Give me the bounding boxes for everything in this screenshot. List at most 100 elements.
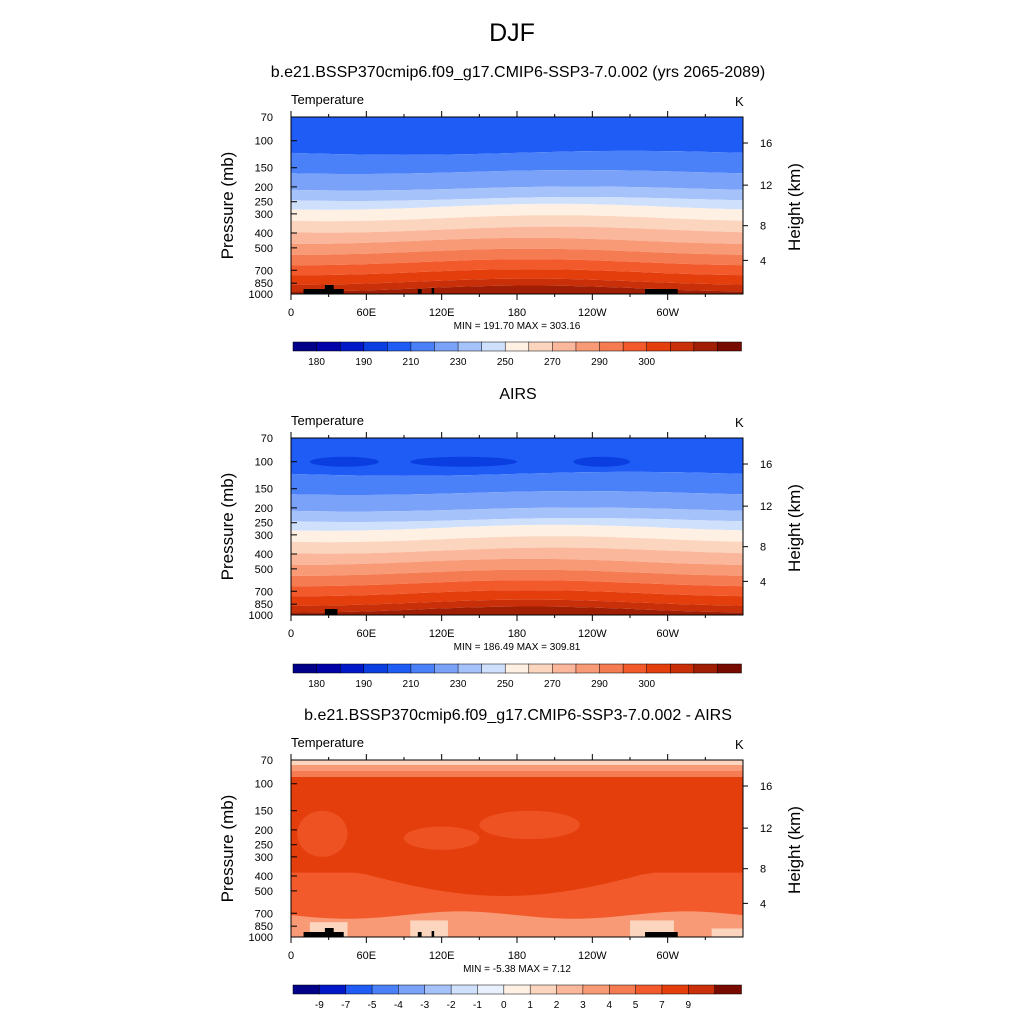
colorbar-swatch bbox=[316, 663, 341, 674]
pressure-tick-label: 100 bbox=[255, 457, 273, 469]
temperature-band bbox=[291, 507, 743, 522]
temperature-band bbox=[291, 547, 743, 565]
colorbar-swatch bbox=[457, 663, 483, 674]
lon-tick-label: 60W bbox=[656, 307, 679, 319]
colorbar-swatch bbox=[292, 984, 321, 995]
temperature-band bbox=[291, 203, 743, 222]
pressure-tick-label: 700 bbox=[255, 908, 273, 920]
colorbar-label: 230 bbox=[450, 679, 467, 690]
colorbar-label: -9 bbox=[315, 1000, 324, 1011]
colorbar-swatch bbox=[622, 341, 648, 352]
colorbar-swatch bbox=[504, 663, 530, 674]
colorbar-swatch bbox=[363, 341, 389, 352]
colorbar-label: 270 bbox=[544, 679, 561, 690]
pressure-tick-label: 150 bbox=[255, 484, 273, 496]
colorbar-label: 300 bbox=[638, 357, 655, 368]
panel-3-field bbox=[291, 760, 743, 937]
colorbar-label: -5 bbox=[368, 1000, 377, 1011]
colorbar-swatch bbox=[481, 663, 506, 674]
temperature-band bbox=[291, 536, 743, 554]
variable-label: Temperature bbox=[291, 413, 364, 428]
pressure-tick-label: 300 bbox=[255, 530, 273, 542]
min-max-stats: MIN = 186.49 MAX = 309.81 bbox=[454, 642, 581, 653]
colorbar-label: 9 bbox=[686, 1000, 692, 1011]
lon-tick-label: 0 bbox=[288, 307, 294, 319]
colorbar-swatch bbox=[387, 341, 412, 352]
pressure-tick-label: 100 bbox=[255, 136, 273, 148]
colorbar-swatch bbox=[552, 341, 577, 352]
temperature-band bbox=[291, 580, 743, 597]
temperature-band bbox=[291, 226, 743, 244]
colorbar-swatch bbox=[504, 341, 530, 352]
colorbar-swatch bbox=[575, 663, 601, 674]
colorbar-swatch bbox=[688, 984, 716, 995]
height-tick-label: 16 bbox=[760, 138, 772, 150]
colorbar-swatch bbox=[714, 984, 742, 995]
colorbar-swatch bbox=[450, 984, 479, 995]
lon-tick-label: 0 bbox=[288, 950, 294, 962]
temperature-band bbox=[291, 237, 743, 255]
variable-label: Temperature bbox=[291, 92, 364, 107]
colorbar-swatch bbox=[717, 663, 742, 674]
colorbar-swatch bbox=[316, 341, 341, 352]
panel-2-title: AIRS bbox=[499, 386, 537, 403]
colorbar: 180 190 210 230 250 270 290 300 bbox=[292, 341, 742, 368]
colorbar-swatch bbox=[398, 984, 426, 995]
pressure-tick-label: 700 bbox=[255, 265, 273, 277]
lon-tick-label: 60W bbox=[656, 950, 679, 962]
pressure-tick-label: 150 bbox=[255, 163, 273, 175]
lon-tick-label: 60E bbox=[357, 628, 377, 640]
pressure-tick-label: 850 bbox=[255, 921, 273, 933]
colorbar-label: 7 bbox=[659, 1000, 665, 1011]
lon-tick-label: 120E bbox=[429, 950, 455, 962]
difference-patch bbox=[297, 810, 348, 857]
pressure-tick-label: 850 bbox=[255, 599, 273, 611]
lon-tick-label: 180 bbox=[508, 950, 526, 962]
pressure-tick-label: 250 bbox=[255, 840, 273, 852]
cold-tropopause-patch bbox=[309, 456, 379, 467]
height-tick-label: 8 bbox=[760, 864, 766, 876]
colorbar-label: 5 bbox=[633, 1000, 639, 1011]
units-label: K bbox=[735, 737, 744, 752]
panel-1-title: b.e21.BSSP370cmip6.f09_g17.CMIP6-SSP3-7.… bbox=[270, 64, 766, 81]
pressure-tick-label: 200 bbox=[255, 503, 273, 515]
colorbar-label: 230 bbox=[450, 357, 467, 368]
topography-mask bbox=[303, 289, 344, 294]
colorbar-swatch bbox=[410, 663, 436, 674]
topography-mask bbox=[431, 931, 435, 937]
colorbar-label: 180 bbox=[308, 679, 325, 690]
lon-tick-label: 60E bbox=[357, 950, 377, 962]
panel-1-field bbox=[291, 117, 743, 294]
pressure-tick-label: 200 bbox=[255, 182, 273, 194]
colorbar: 180 190 210 230 250 270 290 300 bbox=[292, 663, 742, 690]
lon-tick-label: 180 bbox=[508, 307, 526, 319]
colorbar-swatch bbox=[693, 663, 719, 674]
temperature-band bbox=[291, 259, 743, 276]
temperature-band bbox=[291, 150, 743, 174]
colorbar-swatch bbox=[339, 341, 365, 352]
topography-mask bbox=[324, 928, 334, 937]
temperature-band bbox=[291, 518, 743, 531]
colorbar-swatch bbox=[670, 663, 695, 674]
y-axis-label: Pressure (mb) bbox=[218, 152, 237, 260]
temperature-band bbox=[291, 269, 743, 285]
temperature-band bbox=[291, 170, 743, 191]
colorbar-label: 210 bbox=[403, 679, 420, 690]
temperature-band bbox=[291, 197, 743, 210]
lon-tick-label: 180 bbox=[508, 628, 526, 640]
colorbar-label: -4 bbox=[394, 1000, 403, 1011]
y-axis-label-right: Height (km) bbox=[785, 163, 804, 251]
lon-tick-label: 120E bbox=[429, 628, 455, 640]
colorbar-label: 290 bbox=[591, 679, 608, 690]
colorbar-swatch bbox=[670, 341, 695, 352]
colorbar-swatch bbox=[646, 341, 672, 352]
pressure-tick-label: 700 bbox=[255, 586, 273, 598]
colorbar-label: -1 bbox=[473, 1000, 482, 1011]
y-axis-label: Pressure (mb) bbox=[218, 795, 237, 903]
colorbar-label: 300 bbox=[638, 679, 655, 690]
panel-2-field bbox=[291, 438, 743, 615]
colorbar-swatch bbox=[457, 341, 483, 352]
topography-mask bbox=[324, 285, 334, 294]
y-axis-label-right: Height (km) bbox=[785, 806, 804, 894]
